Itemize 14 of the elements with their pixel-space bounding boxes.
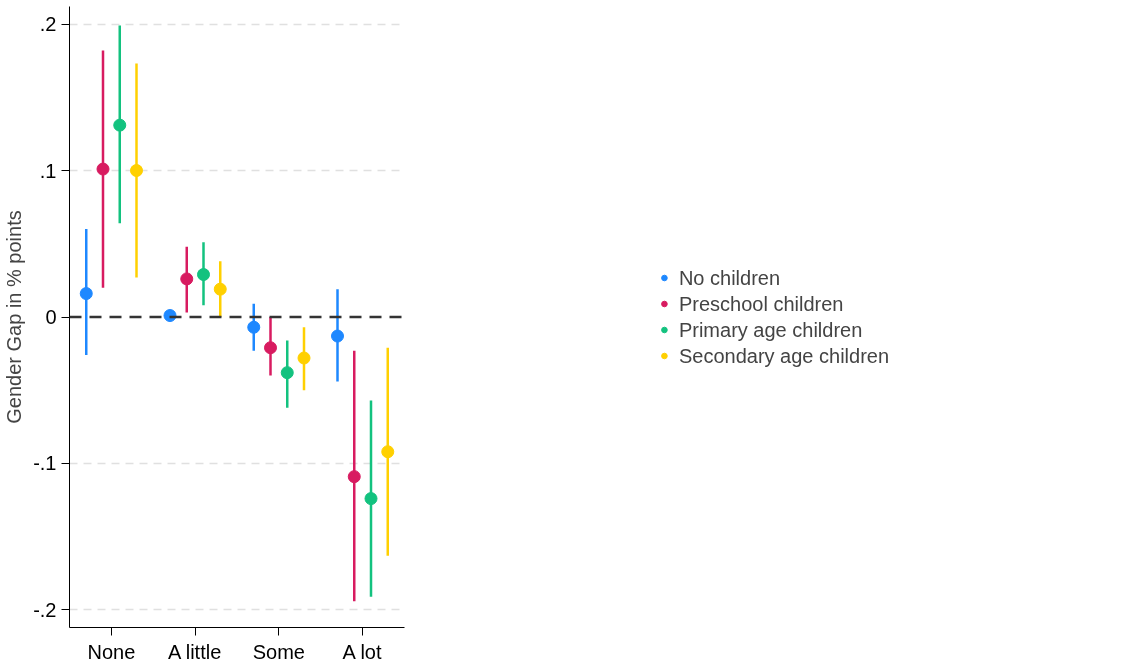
legend-label: Secondary age children bbox=[678, 344, 890, 367]
x-tick-label: Some bbox=[252, 640, 305, 663]
x-tick-label: A little bbox=[167, 640, 222, 663]
y-tick-label: .1 bbox=[39, 159, 57, 182]
legend-label: Preschool children bbox=[678, 292, 844, 315]
y-tick-label: 0 bbox=[45, 306, 57, 328]
legend-label: Primary age children bbox=[678, 318, 863, 341]
y-axis-title: Gender Gap in % points bbox=[3, 210, 26, 424]
y-tick-label: -.2 bbox=[33, 598, 57, 621]
x-tick-label: None bbox=[87, 640, 136, 663]
legend-label: No children bbox=[678, 266, 781, 289]
x-tick-label: A lot bbox=[342, 640, 382, 663]
y-tick-label: .2 bbox=[39, 13, 57, 36]
y-tick-label: -.1 bbox=[33, 452, 57, 475]
